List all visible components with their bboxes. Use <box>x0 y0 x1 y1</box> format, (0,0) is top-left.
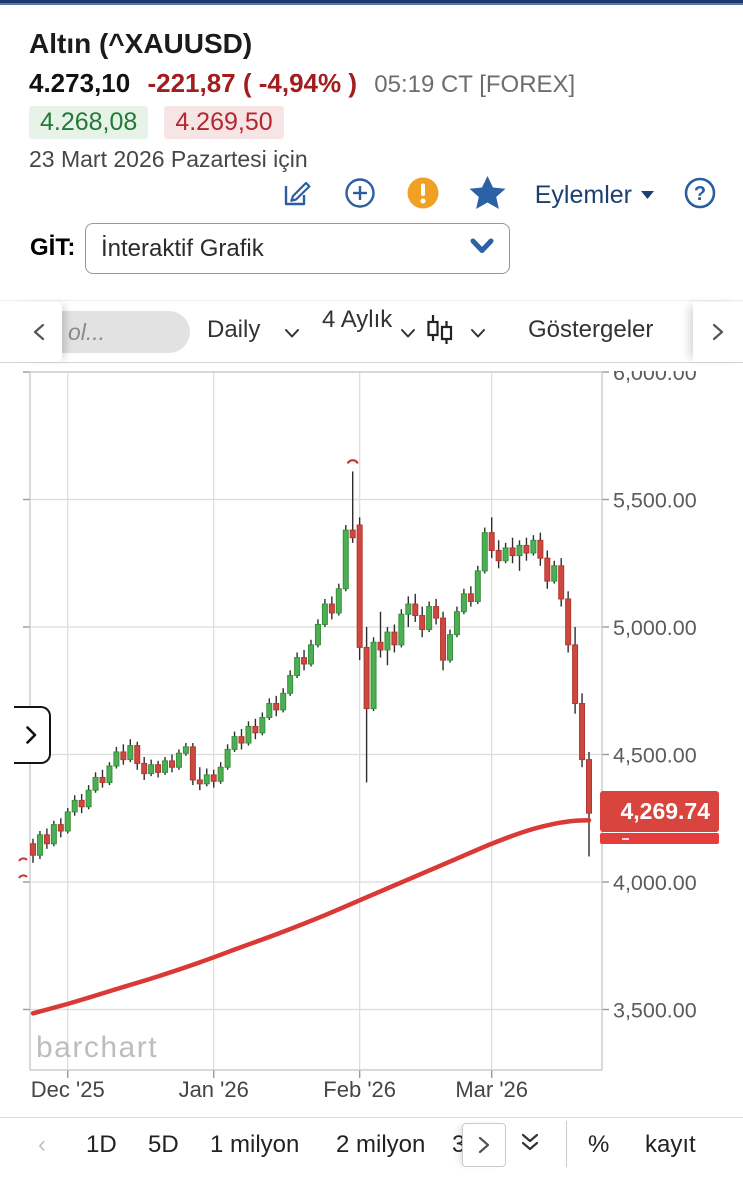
warning-icon[interactable] <box>406 176 440 215</box>
records-button[interactable]: kayıt <box>645 1131 696 1158</box>
price-row: 4.273,10 -221,87 ( -4,94% ) 05:19 CT [FO… <box>29 68 575 99</box>
top-accent-bar <box>0 0 743 3</box>
toolbar-scroll-right-button[interactable] <box>693 302 743 362</box>
chart-toolbar: Daily 4 Aylık Göstergeler <box>0 300 743 363</box>
y-axis-label: 3,500.00 <box>613 999 697 1023</box>
toolbar-divider <box>566 1121 567 1167</box>
price-change: -221,87 ( -4,94% ) <box>147 68 358 98</box>
ma-price-tag <box>600 833 719 844</box>
bid-badge: 4.268,08 <box>29 106 149 139</box>
y-axis-label: 5,500.00 <box>613 489 697 513</box>
last-price: 4.273,10 <box>29 68 131 98</box>
star-icon[interactable] <box>469 175 506 215</box>
x-axis-label: Feb '26 <box>323 1077 396 1102</box>
ask-badge: 4.269,50 <box>164 106 284 139</box>
range-dropdown[interactable]: 4 Aylık <box>322 306 393 333</box>
chevron-right-icon <box>712 323 724 341</box>
y-axis-label: 4,000.00 <box>613 871 697 895</box>
goto-selected-value: İnteraktif Grafik <box>101 234 264 262</box>
edit-icon[interactable] <box>280 176 314 215</box>
actions-menu[interactable]: Eylemler <box>535 181 654 210</box>
add-alert-icon[interactable] <box>343 176 377 215</box>
chevron-left-icon <box>33 323 45 341</box>
last-price-tag: 4,269.74 <box>600 791 719 832</box>
y-axis-label: 6,000.00 <box>613 371 697 385</box>
actions-label: Eylemler <box>534 180 632 209</box>
frequency-dropdown[interactable]: Daily <box>207 316 261 343</box>
y-axis-label: 5,000.00 <box>613 616 697 640</box>
watermark: barchart <box>36 1031 158 1064</box>
toolbar-scroll-left-button[interactable] <box>16 302 62 362</box>
range-prev-button[interactable]: ‹ <box>38 1131 46 1158</box>
range-5d-button[interactable]: 5D <box>148 1131 179 1158</box>
goto-select[interactable]: İnteraktif Grafik <box>85 223 510 274</box>
caret-down-icon <box>641 191 654 199</box>
x-axis-label: Mar '26 <box>455 1077 528 1102</box>
x-axis-label: Dec '25 <box>31 1077 105 1102</box>
chevron-down-icon <box>470 238 494 259</box>
double-chevron-down-icon[interactable] <box>518 1131 542 1160</box>
top-accent-bar-light <box>0 3 743 5</box>
x-axis-label: Jan '26 <box>179 1077 249 1102</box>
chart-type-candlestick-icon[interactable] <box>424 313 458 354</box>
page-title: Altın (^XAUUSD) <box>29 28 253 59</box>
svg-text:?: ? <box>694 183 706 205</box>
date-note: 23 Mart 2026 Pazartesi için <box>29 146 308 172</box>
price-chart[interactable]: Dec '25 Jan '26 Feb '26 Mar '26 6,000.00 5,50… <box>0 371 743 1110</box>
chevron-down-icon <box>400 326 416 344</box>
moving-average-line <box>30 818 592 1016</box>
chevron-right-icon <box>26 726 37 744</box>
panel-expander-button[interactable] <box>14 706 51 764</box>
indicators-button[interactable]: Göstergeler <box>528 316 654 343</box>
percent-toggle[interactable]: % <box>588 1131 610 1158</box>
help-icon[interactable]: ? <box>683 176 717 215</box>
chevron-right-icon <box>478 1136 490 1154</box>
range-toolbar: ‹ 1D 5D 1 milyon 2 milyon 3 % kayıt <box>0 1117 743 1187</box>
bid-ask-row: 4.268,08 4.269,50 <box>29 106 284 139</box>
ma-price-tag-dash <box>622 838 629 840</box>
chevron-down-icon <box>470 326 486 344</box>
header-action-icons: Eylemler ? <box>280 176 717 214</box>
y-axis-label: 4,500.00 <box>613 744 697 768</box>
range-2m-button[interactable]: 2 milyon <box>336 1131 426 1158</box>
goto-label: GİT: <box>30 234 76 261</box>
session-info: 05:19 CT [FOREX] <box>374 71 576 98</box>
symbol-search-input[interactable] <box>42 311 190 353</box>
range-scroll-right-button[interactable] <box>462 1123 506 1167</box>
range-1m-button[interactable]: 1 milyon <box>210 1131 300 1158</box>
range-1d-button[interactable]: 1D <box>86 1131 117 1158</box>
chevron-down-icon <box>284 326 300 344</box>
